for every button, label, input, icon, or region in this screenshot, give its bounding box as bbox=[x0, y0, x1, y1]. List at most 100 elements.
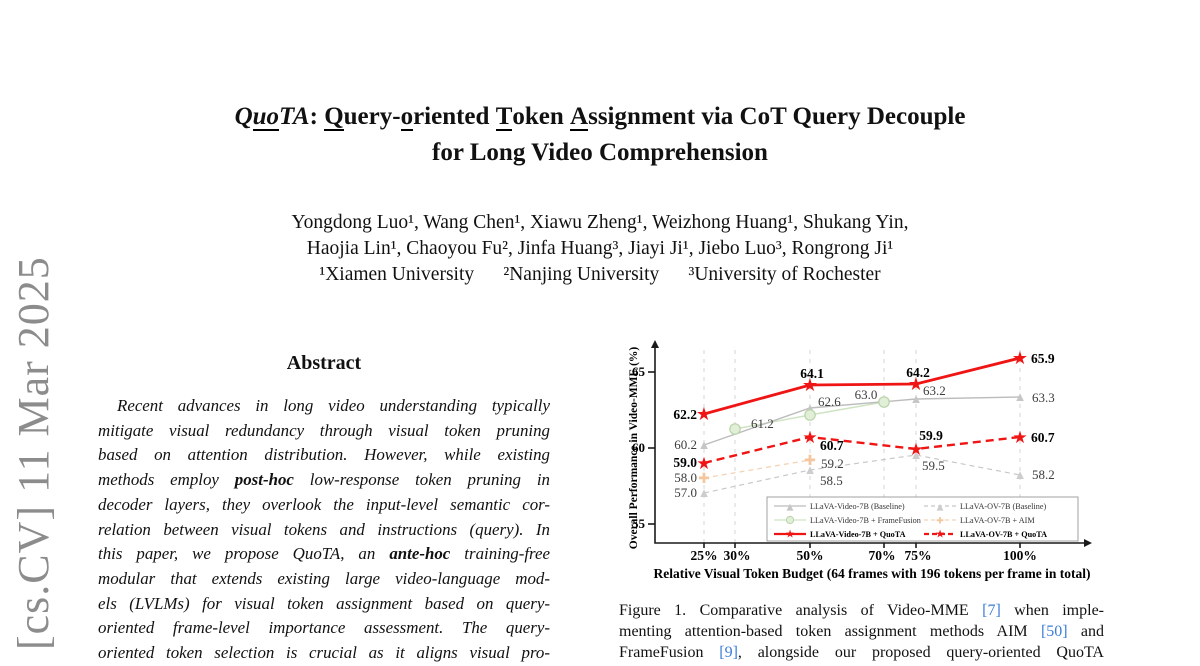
legend-label: LLaVA-OV-7B + QuoTA bbox=[960, 530, 1047, 539]
data-label: 57.0 bbox=[674, 485, 697, 500]
series-ov-baseline-line bbox=[703, 454, 1021, 494]
svg-text:▲: ▲ bbox=[1014, 389, 1027, 404]
abstract-line: decoder layers, they overlook the input-… bbox=[98, 494, 550, 514]
svg-text:▲: ▲ bbox=[804, 462, 817, 477]
caption-line: FrameFusion [9], alongside our proposed … bbox=[619, 644, 1104, 661]
svg-text:★: ★ bbox=[1012, 348, 1028, 368]
brand-name: QuoTA bbox=[234, 103, 310, 131]
abstract-line: oriented frame-level importance assessme… bbox=[98, 618, 550, 638]
data-label: 63.0 bbox=[855, 387, 878, 402]
legend-label: LLaVA-OV-7B + AIM bbox=[960, 516, 1035, 525]
series-ov-quota-line bbox=[703, 435, 1021, 465]
y-tick-labels: 65 60 55 bbox=[632, 364, 646, 531]
data-label: 60.7 bbox=[1031, 430, 1055, 445]
svg-text:50%: 50% bbox=[797, 548, 824, 563]
y-axis-arrow bbox=[651, 340, 659, 348]
svg-text:★: ★ bbox=[802, 375, 818, 395]
abstract-line: modular that extends existing large vide… bbox=[98, 568, 550, 588]
data-label: 64.2 bbox=[906, 365, 930, 380]
svg-text:60: 60 bbox=[632, 440, 645, 455]
abstract-line: Recent advances in long video understand… bbox=[117, 396, 550, 415]
author-line-1: Yongdong Luo¹, Wang Chen¹, Xiawu Zheng¹,… bbox=[291, 212, 909, 233]
star-markers-video-quota: ★ ★ ★ ★ bbox=[696, 348, 1028, 424]
svg-text:★: ★ bbox=[802, 428, 817, 447]
abstract-heading: Abstract bbox=[286, 352, 362, 374]
triangle-markers-ov-baseline: ▲ ▲ ▲ ▲ bbox=[698, 447, 1027, 500]
svg-text:70%: 70% bbox=[869, 548, 896, 563]
data-label: 59.9 bbox=[919, 428, 943, 443]
svg-text:▲: ▲ bbox=[698, 437, 711, 452]
svg-text:▲: ▲ bbox=[1014, 467, 1027, 482]
chart-legend: ▲ ★ ▲ ✚ ★ LLaVA-Video-7B (Baseline) LLaV… bbox=[766, 496, 1079, 542]
svg-text:100%: 100% bbox=[1003, 548, 1037, 563]
svg-text:★: ★ bbox=[908, 374, 924, 394]
figure-caption: Figure 1. Comparative analysis of Video-… bbox=[619, 600, 1104, 663]
abstract-line: relation between visual tokens and instr… bbox=[98, 519, 550, 539]
svg-text:★: ★ bbox=[696, 404, 712, 424]
svg-text:30%: 30% bbox=[724, 548, 751, 563]
videomme-line-chart: ▲▲ ▲ ▲ ▲▲ ▲▲ ✚✚ ★★ ★★ ★★ ★★ 62.2 64.1 64.… bbox=[628, 340, 1092, 581]
data-label: 58.0 bbox=[674, 470, 697, 485]
svg-text:★: ★ bbox=[908, 440, 923, 459]
legend-label: LLaVA-Video-7B + FrameFusion bbox=[810, 516, 921, 525]
star-markers-ov-quota: ★ ★ ★ ★ bbox=[696, 428, 1027, 473]
svg-text:▲: ▲ bbox=[910, 447, 923, 462]
legend-triangle-icon: ▲ bbox=[937, 503, 944, 513]
axes bbox=[648, 346, 1086, 548]
data-label: 58.5 bbox=[820, 473, 843, 488]
x-tick-labels: 25% 30% 50% 70% 75% 100% bbox=[691, 548, 1037, 563]
data-label: 59.2 bbox=[821, 456, 844, 471]
abstract-line: based on attention distribution. However… bbox=[98, 445, 550, 465]
svg-text:25%: 25% bbox=[691, 548, 718, 563]
data-label: 61.2 bbox=[751, 416, 774, 431]
caption-line: menting attention-based token assignment… bbox=[619, 623, 1104, 640]
citation-link[interactable]: [7] bbox=[982, 602, 1001, 619]
svg-text:75%: 75% bbox=[905, 548, 932, 563]
svg-text:▲: ▲ bbox=[910, 391, 923, 406]
series-video-baseline-line bbox=[703, 396, 1021, 446]
data-label: 62.6 bbox=[818, 394, 841, 409]
svg-text:▲: ▲ bbox=[698, 485, 711, 500]
data-label: 64.1 bbox=[800, 366, 824, 381]
data-label: 63.3 bbox=[1032, 390, 1055, 405]
citation-link[interactable]: [50] bbox=[1040, 623, 1068, 640]
abstract-line: els (LVLMs) for visual token assignment … bbox=[98, 593, 550, 613]
legend-star-icon: ★ bbox=[785, 528, 795, 541]
svg-text:✚: ✚ bbox=[698, 472, 710, 487]
legend-star-icon: ★ bbox=[935, 528, 945, 541]
plus-markers-ov-aim: ✚✚ bbox=[698, 454, 816, 487]
affiliations: ¹Xiamen University ²Nanjing University ³… bbox=[319, 264, 881, 285]
data-labels: 62.2 64.1 64.2 65.9 60.2 62.6 63.2 63.3 … bbox=[673, 351, 1055, 500]
data-label: 59.5 bbox=[922, 458, 945, 473]
paper-title: QuoTA: Query-oriented Token Assignment v… bbox=[234, 103, 966, 131]
citation-link[interactable]: [9] bbox=[719, 644, 738, 661]
data-label: 60.2 bbox=[674, 437, 697, 452]
data-label: 58.2 bbox=[1032, 467, 1055, 482]
svg-text:★: ★ bbox=[696, 454, 711, 473]
svg-text:55: 55 bbox=[632, 516, 646, 531]
svg-text:✚: ✚ bbox=[804, 454, 816, 469]
legend-label: LLaVA-Video-7B + QuoTA bbox=[810, 530, 906, 539]
legend-label: LLaVA-Video-7B (Baseline) bbox=[810, 502, 905, 511]
data-label: 60.7 bbox=[820, 438, 844, 453]
x-axis-label: Relative Visual Token Budget (64 frames … bbox=[654, 566, 1091, 581]
paper-title-line2: for Long Video Comprehension bbox=[432, 139, 768, 166]
svg-text:★: ★ bbox=[1012, 428, 1027, 447]
y-axis-label: Overall Performance in Video-MME (%) bbox=[628, 347, 640, 550]
author-line-2: Haojia Lin¹, Chaoyou Fu², Jinfa Huang³, … bbox=[306, 238, 894, 259]
legend-triangle-icon: ▲ bbox=[787, 503, 794, 513]
legend-label: LLaVA-OV-7B (Baseline) bbox=[960, 502, 1046, 511]
abstract-line: mitigate visual redundancy through visua… bbox=[98, 420, 550, 440]
legend-plus-icon: ✚ bbox=[936, 517, 944, 527]
data-label: 65.9 bbox=[1031, 351, 1055, 366]
x-axis-arrow bbox=[1084, 539, 1092, 547]
svg-text:65: 65 bbox=[632, 364, 646, 379]
data-label: 62.2 bbox=[673, 407, 697, 422]
series-ov-aim-line bbox=[703, 459, 811, 479]
circle-markers-framefusion bbox=[729, 396, 890, 435]
abstract-line: this paper, we propose QuoTA, an ante-ho… bbox=[98, 544, 550, 564]
caption-line: Figure 1. Comparative analysis of Video-… bbox=[619, 602, 1104, 619]
data-label: 59.0 bbox=[673, 455, 697, 470]
series-video-quota-line bbox=[703, 356, 1021, 416]
